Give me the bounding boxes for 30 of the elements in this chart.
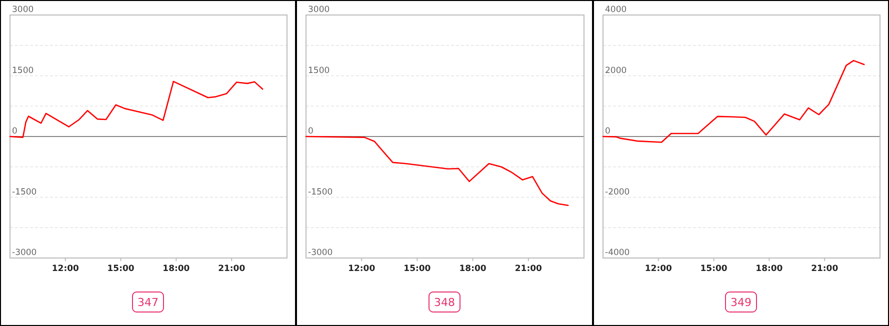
x-tick-label: 21:00 bbox=[514, 264, 542, 274]
y-tick-label: 3000 bbox=[308, 5, 330, 15]
y-tick-label: 0 bbox=[308, 126, 314, 136]
y-tick-label: -4000 bbox=[605, 248, 630, 258]
x-tick-label: 18:00 bbox=[162, 264, 190, 274]
text: 348 bbox=[434, 296, 455, 309]
y-tick-label: -1500 bbox=[308, 187, 333, 198]
y-tick-label: 0 bbox=[12, 126, 18, 136]
x-tick-label: 15:00 bbox=[700, 264, 728, 274]
x-tick-label: 21:00 bbox=[811, 264, 838, 274]
x-tick-label: 18:00 bbox=[756, 264, 783, 274]
x-tick-label: 18:00 bbox=[459, 264, 486, 274]
y-tick-label: 0 bbox=[605, 126, 610, 136]
x-tick-label: 15:00 bbox=[404, 264, 431, 274]
x-tick-label: 21:00 bbox=[218, 264, 246, 274]
y-tick-label: 1500 bbox=[12, 66, 34, 76]
y-tick-label: 1500 bbox=[308, 66, 330, 76]
x-tick-label: 12:00 bbox=[348, 264, 376, 274]
x-tick-label: 15:00 bbox=[107, 264, 134, 274]
y-tick-label: 2000 bbox=[605, 66, 627, 76]
text: 347 bbox=[138, 296, 158, 309]
x-tick-label: 12:00 bbox=[644, 264, 672, 274]
x-tick-label: 12:00 bbox=[52, 264, 80, 274]
y-tick-label: 4000 bbox=[605, 5, 627, 15]
y-tick-label: -1500 bbox=[12, 187, 37, 198]
y-tick-label: -2000 bbox=[605, 187, 630, 198]
y-tick-label: -3000 bbox=[308, 248, 333, 258]
text: 349 bbox=[730, 296, 752, 309]
y-tick-label: -3000 bbox=[12, 248, 37, 258]
y-tick-label: 3000 bbox=[12, 5, 34, 15]
